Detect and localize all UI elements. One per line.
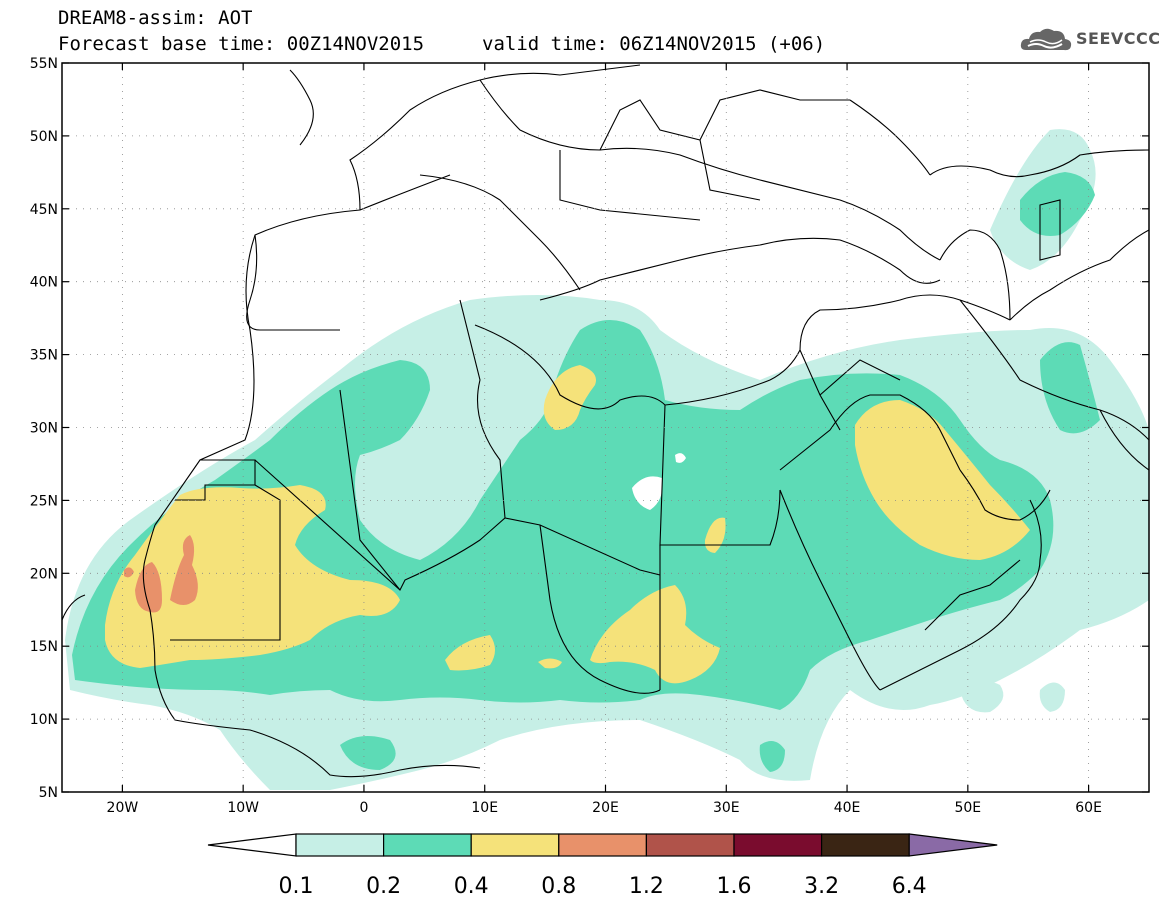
colorbar-label: 0.8 [541, 874, 576, 899]
colorbar-swatch [295, 833, 385, 857]
colorbar-label: 0.2 [366, 874, 401, 899]
colorbar-swatch [470, 833, 560, 857]
valid-time: valid time: 06Z14NOV2015 (+06) [482, 33, 826, 55]
aot-0.8-1.2-area [124, 535, 198, 613]
map-title: DREAM8-assim: AOT [58, 7, 253, 29]
longitude-axis: 20W 10W 0 10E 20E 30E 40E 50E 60E [107, 63, 1102, 816]
colorbar: 0.1 0.2 0.4 0.8 1.2 1.6 3.2 6.4 [207, 833, 998, 899]
lon-tick-label: 0 [359, 800, 368, 816]
colorbar-label: 6.4 [892, 874, 927, 899]
colorbar-label: 1.2 [629, 874, 664, 899]
lon-tick-label: 20W [107, 800, 139, 816]
colorbar-max-triangle [908, 833, 998, 857]
cloud-logo-icon [1020, 28, 1072, 51]
lat-tick-label: 40N [30, 275, 58, 291]
colorbar-label: 3.2 [804, 874, 839, 899]
lat-tick-label: 55N [30, 56, 58, 72]
lat-tick-label: 30N [30, 421, 58, 437]
lon-tick-label: 30E [713, 800, 740, 816]
aot-field [65, 129, 1149, 790]
lat-tick-label: 5N [39, 785, 58, 801]
lat-tick-label: 35N [30, 348, 58, 364]
lon-tick-label: 20E [592, 800, 619, 816]
lon-tick-label: 60E [1075, 800, 1102, 816]
colorbar-swatch [383, 833, 472, 857]
colorbar-swatch [820, 833, 910, 857]
forecast-times: Forecast base time: 00Z14NOV2015 valid ti… [58, 33, 825, 55]
colorbar-label: 0.4 [454, 874, 489, 899]
lat-tick-label: 25N [30, 493, 58, 509]
lon-tick-label: 10W [227, 800, 259, 816]
colorbar-swatch [558, 833, 647, 857]
aot-below-0.1-area [632, 453, 686, 510]
lat-tick-label: 20N [30, 566, 58, 582]
colorbar-min-triangle [207, 833, 297, 857]
colorbar-label: 0.1 [279, 874, 314, 899]
lat-tick-label: 15N [30, 639, 58, 655]
colorbar-swatch [733, 833, 823, 857]
lat-tick-label: 50N [30, 129, 58, 145]
lon-tick-label: 10E [471, 800, 498, 816]
colorbar-swatch [645, 833, 735, 857]
logo-text: SEEVCCC [1076, 29, 1161, 48]
forecast-base-time: Forecast base time: 00Z14NOV2015 [58, 33, 425, 55]
lat-tick-label: 10N [30, 712, 58, 728]
seevccc-logo: SEEVCCC [1018, 22, 1161, 58]
lat-tick-label: 45N [30, 202, 58, 218]
lon-tick-label: 40E [834, 800, 861, 816]
country-borders [62, 64, 1149, 778]
lon-tick-label: 50E [954, 800, 981, 816]
map-gridlines [62, 63, 1149, 792]
aot-0.4-0.8-area [105, 365, 1030, 684]
colorbar-label: 1.6 [717, 874, 752, 899]
latitude-axis: 5N 10N 15N 20N 25N 30N 35N 40N 45N 50N 55N [30, 56, 1149, 801]
